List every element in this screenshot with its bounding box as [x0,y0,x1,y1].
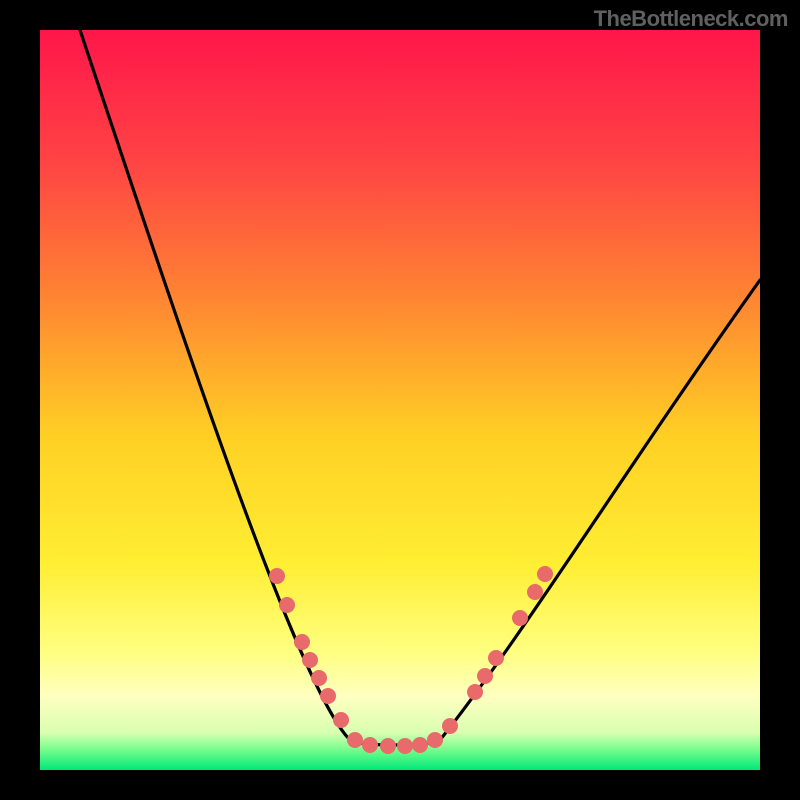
curve-dot [477,668,493,684]
curve-dot [467,684,483,700]
curve-dot [320,688,336,704]
curve-dot [442,718,458,734]
curve-dot [333,712,349,728]
curve-dot [269,568,285,584]
curve-dot [537,566,553,582]
watermark-text: TheBottleneck.com [594,6,788,32]
curve-dot [347,732,363,748]
bottleneck-chart [0,0,800,800]
curve-dot [527,584,543,600]
curve-dot [427,732,443,748]
curve-dot [512,610,528,626]
chart-frame: TheBottleneck.com [0,0,800,800]
curve-dot [311,670,327,686]
curve-dot [279,597,295,613]
curve-dot [294,634,310,650]
curve-dot [380,738,396,754]
curve-dot [362,737,378,753]
curve-dot [412,737,428,753]
curve-dot [302,652,318,668]
curve-dot [488,650,504,666]
curve-dot [397,738,413,754]
